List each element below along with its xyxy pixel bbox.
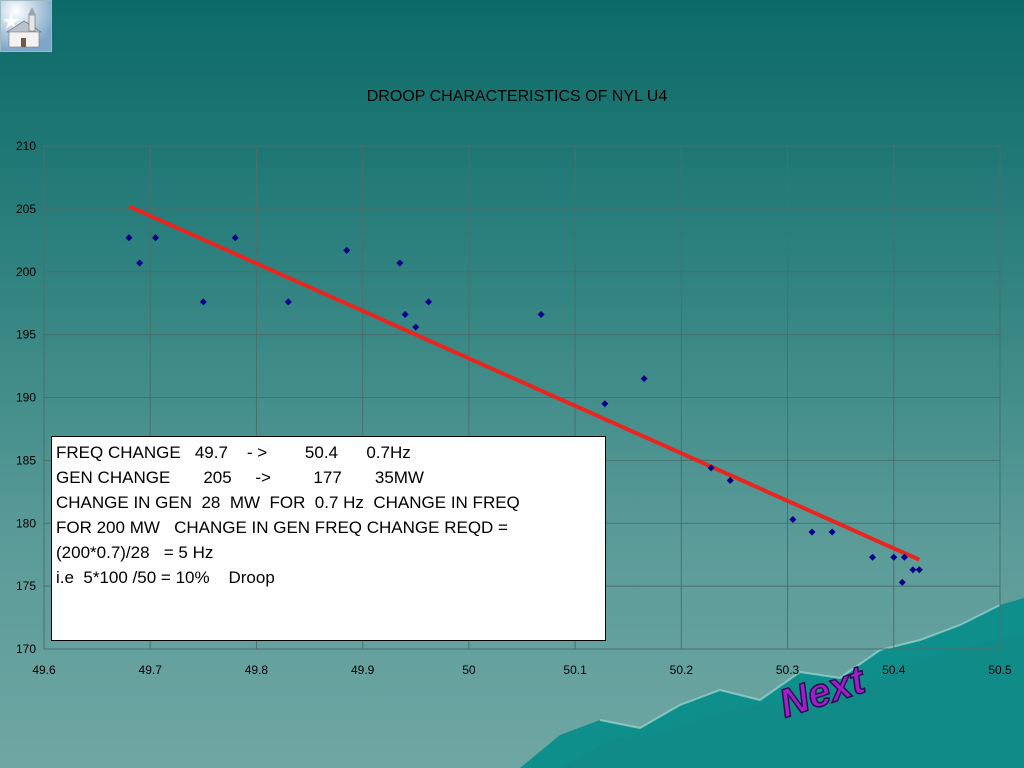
trendline [128, 204, 921, 562]
y-tick-label: 185 [16, 453, 36, 467]
data-point [136, 259, 144, 267]
y-axis-ticks: 170 175 180 185 190 195 200 205 210 [16, 139, 36, 656]
data-point [898, 578, 906, 586]
data-point [726, 476, 734, 484]
x-tick-label: 49.6 [32, 663, 56, 677]
data-point [537, 311, 545, 319]
data-point [828, 528, 836, 536]
data-point [412, 323, 420, 331]
data-point [425, 298, 433, 306]
data-point [789, 515, 797, 523]
info-line: GEN CHANGE 205 -> 177 35MW [56, 468, 424, 487]
y-tick-label: 175 [16, 579, 36, 593]
church-logo-icon [0, 0, 52, 52]
data-point [231, 234, 239, 242]
data-point [199, 298, 207, 306]
y-tick-label: 210 [16, 139, 36, 153]
y-tick-label: 195 [16, 328, 36, 342]
data-point [152, 234, 160, 242]
data-point [869, 553, 877, 561]
x-tick-label: 50.1 [563, 663, 587, 677]
info-line: i.e 5*100 /50 = 10% Droop [56, 568, 275, 587]
data-point [707, 464, 715, 472]
x-tick-label: 50.2 [670, 663, 694, 677]
trend-line [128, 204, 921, 562]
mountain-decoration [520, 598, 1024, 768]
x-tick-label: 50.3 [776, 663, 800, 677]
y-tick-label: 200 [16, 265, 36, 279]
data-points [125, 234, 923, 586]
data-point [900, 553, 908, 561]
data-point [909, 566, 917, 574]
x-tick-label: 49.8 [245, 663, 269, 677]
x-tick-label: 49.9 [351, 663, 375, 677]
data-point [915, 566, 923, 574]
y-tick-label: 170 [16, 642, 36, 656]
info-line: FREQ CHANGE 49.7 - > 50.4 0.7Hz [56, 443, 411, 462]
next-label: Next [774, 657, 872, 726]
data-point [808, 528, 816, 536]
next-button[interactable]: Next [768, 650, 878, 730]
data-point [401, 311, 409, 319]
info-line: (200*0.7)/28 = 5 Hz [56, 543, 214, 562]
x-tick-label: 50 [462, 663, 476, 677]
data-point [396, 259, 404, 267]
data-point [125, 234, 133, 242]
chart-title: DROOP CHARACTERISTICS OF NYL U4 [367, 88, 668, 105]
data-point [640, 375, 648, 383]
info-line: CHANGE IN GEN 28 MW FOR 0.7 Hz CHANGE IN… [56, 493, 520, 512]
x-tick-label: 49.7 [139, 663, 163, 677]
x-axis-ticks: 49.6 49.7 49.8 49.9 50 50.1 50.2 50.3 50.4 50.5 [32, 663, 1012, 677]
mountain-shape [560, 632, 1024, 768]
data-point [284, 298, 292, 306]
data-point [890, 553, 898, 561]
x-tick-label: 50.4 [882, 663, 906, 677]
y-tick-label: 205 [16, 202, 36, 216]
info-line: FOR 200 MW CHANGE IN GEN FREQ CHANGE REQ… [56, 518, 508, 537]
data-point [343, 246, 351, 254]
x-tick-label: 50.5 [988, 663, 1012, 677]
y-tick-label: 180 [16, 516, 36, 530]
data-point [601, 400, 609, 408]
mountain-ridge [599, 604, 1001, 730]
y-tick-label: 190 [16, 391, 36, 405]
info-box: FREQ CHANGE 49.7 - > 50.4 0.7Hz GEN CHAN… [51, 436, 606, 641]
